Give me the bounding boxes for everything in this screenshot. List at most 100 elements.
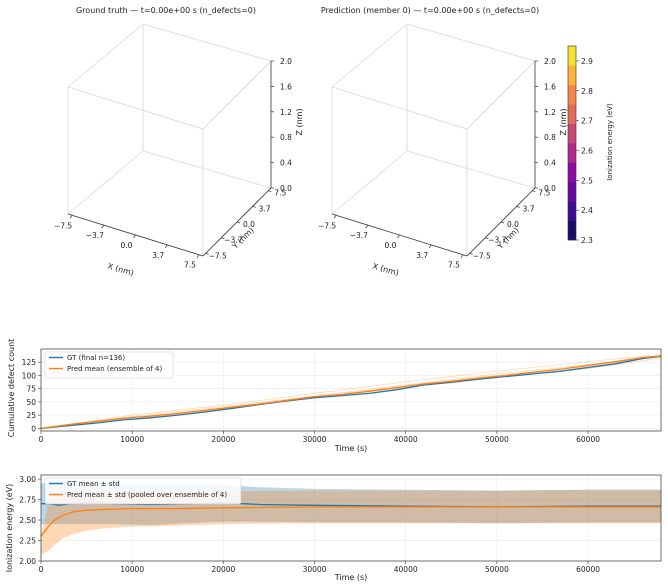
x-tick-label: 60000 xyxy=(576,565,600,574)
right-box-edge xyxy=(466,60,536,130)
right-x-tick-label: −7.5 xyxy=(318,221,336,230)
left-x-tick xyxy=(196,254,200,258)
chart2-xlabel: Time (s) xyxy=(334,573,368,582)
left-z-tick-label: 0.0 xyxy=(280,184,292,193)
left-y-tick-label: −7.5 xyxy=(209,251,227,260)
legend: GT (final n=136) Pred mean (ensemble of 4… xyxy=(44,351,174,379)
left-box-edge xyxy=(142,150,272,189)
left-x-tick xyxy=(164,244,168,249)
left-box-edge xyxy=(67,23,144,88)
right-y-tick-label: −3.7 xyxy=(488,236,506,245)
x-tick-label: 0 xyxy=(39,435,44,444)
right-y-tick xyxy=(500,221,505,224)
colorbar-tick-label: 2.8 xyxy=(581,87,593,96)
right-x-tick-label: −3.7 xyxy=(350,231,368,240)
legend-box xyxy=(44,477,242,505)
right-x-tick xyxy=(365,224,369,229)
x-tick-label: 10000 xyxy=(120,435,144,444)
y-tick-label: 100 xyxy=(22,371,37,380)
right-box-edge xyxy=(331,23,408,88)
left-x-tick-label: 7.5 xyxy=(184,261,196,270)
left-z-tick-label: 0.4 xyxy=(280,159,292,168)
axes-frame xyxy=(40,348,662,432)
left-y-tick xyxy=(205,252,209,255)
ionization-energy-chart: 0 10000 20000 30000 40000 50000 60000 2.00 2.25 2… xyxy=(19,474,662,574)
colorbar-segment xyxy=(568,201,576,221)
left-x-tick-label: 3.7 xyxy=(152,251,164,260)
right-y-tick xyxy=(532,190,536,193)
right-x-tick xyxy=(428,244,432,249)
left-y-tick xyxy=(236,221,241,224)
left-z-tick-label: 2.0 xyxy=(280,57,292,66)
legend-box xyxy=(44,351,174,379)
right-x-tick xyxy=(397,234,400,239)
right-z-tick-label: 0.8 xyxy=(544,133,556,142)
ensemble-member-line xyxy=(41,354,661,429)
y-tick-label: 2.50 xyxy=(19,516,36,525)
left-box-edge xyxy=(142,23,272,62)
series-line-0 xyxy=(41,355,661,430)
y-tick-label: 75 xyxy=(26,385,36,394)
colorbar-label: Ionization energy (eV) xyxy=(606,103,614,181)
x-tick-label: 60000 xyxy=(576,435,600,444)
colorbar-segment xyxy=(568,65,576,86)
x-tick-label: 50000 xyxy=(485,435,509,444)
axes-frame xyxy=(40,474,662,562)
left-y-tick xyxy=(252,206,256,208)
right-x-tick-label: 0.0 xyxy=(385,241,397,250)
y-tick-label: 125 xyxy=(22,358,37,367)
right-y-tick-label: −7.5 xyxy=(473,251,491,260)
colorbar-tick-label: 2.3 xyxy=(581,236,593,245)
left-x-tick-label: 0.0 xyxy=(121,241,133,250)
panel3d-left-title: Ground truth — t=0.00e+00 s (n_defects=0… xyxy=(76,6,256,15)
y-tick-label: 3.00 xyxy=(19,475,36,484)
legend-entry: GT mean ± std xyxy=(67,480,120,488)
legend: GT mean ± std Pred mean ± std (pooled ove… xyxy=(44,477,242,505)
chart2-ylabel: Ionization energy (eV) xyxy=(5,484,14,573)
y-tick-label: 2.25 xyxy=(19,537,36,546)
y-tick-label: 2.00 xyxy=(19,557,36,566)
left-box-edge xyxy=(67,86,204,130)
right-x-tick xyxy=(460,254,464,258)
panel3d-left-zlabel: Z (nm) xyxy=(295,108,304,135)
chart1-ylabel: Cumulative defect count xyxy=(7,339,16,438)
right-z-tick-label: 0.0 xyxy=(544,184,556,193)
right-box-edge xyxy=(331,86,468,130)
left-y-tick xyxy=(221,237,225,239)
series-line-1 xyxy=(41,506,661,537)
panel3d-right-zlabel: Z (nm) xyxy=(559,108,568,135)
x-tick-label: 30000 xyxy=(303,565,327,574)
left-y-tick xyxy=(268,190,272,193)
ensemble-member-line xyxy=(41,353,661,429)
y-tick-label: 0 xyxy=(31,424,36,433)
right-box-edge xyxy=(406,23,536,62)
left-box-edge xyxy=(67,150,144,215)
left-x-tick xyxy=(101,224,105,229)
left-y-tick-label: −3.7 xyxy=(224,236,242,245)
right-box-edge xyxy=(331,150,408,215)
defect-count-chart: 0 10000 20000 30000 40000 50000 60000 0 25 50 75 10… xyxy=(22,348,662,444)
right-z-tick-label: 1.2 xyxy=(544,108,556,117)
std-band-1 xyxy=(41,489,661,555)
left-x-tick xyxy=(69,215,73,219)
right-y-tick-label: 0.0 xyxy=(507,220,519,229)
chart1-xlabel: Time (s) xyxy=(334,444,368,453)
x-tick-label: 30000 xyxy=(303,435,327,444)
colorbar-tick-label: 2.4 xyxy=(581,206,593,215)
colorbar-frame xyxy=(567,45,577,241)
panel3d-left-xlabel: X (nm) xyxy=(106,262,135,278)
x-tick-label: 0 xyxy=(39,565,44,574)
right-z-tick-label: 2.0 xyxy=(544,57,556,66)
left-z-tick-label: 0.8 xyxy=(280,133,292,142)
colorbar: 2.3 2.4 2.5 2.6 2.7 2.8 2.9 xyxy=(567,45,593,245)
legend-entry: Pred mean (ensemble of 4) xyxy=(67,365,162,373)
y-tick-label: 25 xyxy=(26,411,36,420)
right-x-tick-label: 7.5 xyxy=(448,261,460,270)
right-y-tick xyxy=(485,237,489,239)
right-x-tick-label: 3.7 xyxy=(416,251,428,260)
left-x-tick xyxy=(133,234,136,239)
left-x-tick-label: −7.5 xyxy=(54,221,72,230)
left-y-tick-label: 3.7 xyxy=(259,204,271,213)
left-box-edge xyxy=(202,60,272,130)
